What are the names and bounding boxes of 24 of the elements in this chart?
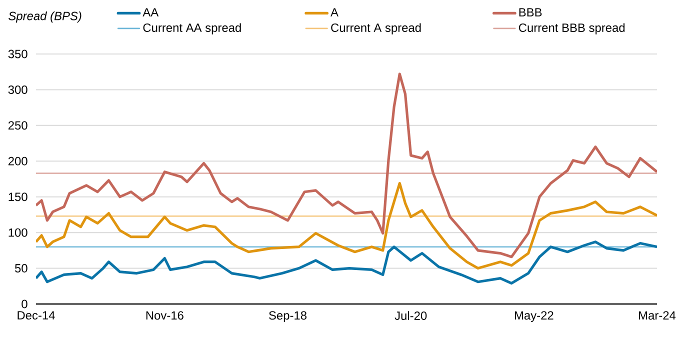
x-tick-label: Mar-24	[639, 311, 676, 320]
y-axis-title: Spread (BPS)	[8, 11, 82, 23]
y-tick-label: 300	[8, 85, 28, 94]
y-tick-label: 350	[8, 50, 28, 58]
line-series	[36, 240, 658, 285]
legend-label: AA	[142, 8, 159, 16]
legend-label: Current AA spread	[143, 23, 241, 34]
line-series	[36, 182, 658, 270]
y-tick-label: 250	[8, 121, 28, 130]
legend-label: Current BBB spread	[518, 23, 625, 34]
legend-label: BBB	[519, 8, 542, 16]
x-tick-label: Dec-14	[18, 311, 55, 320]
legend-label: A	[330, 8, 338, 16]
x-tick-label: Sep-18	[269, 311, 307, 322]
x-tick-label: Nov-16	[146, 311, 184, 320]
y-tick-label: 150	[8, 192, 28, 202]
y-tick-label: 200	[8, 156, 28, 166]
y-tick-label: 100	[8, 228, 28, 237]
x-tick-label: May-22	[514, 311, 554, 322]
y-tick-label: 0	[22, 300, 28, 308]
legend-label: Current A spread	[331, 23, 421, 34]
line-series	[36, 72, 658, 258]
y-tick-label: 50	[15, 264, 28, 273]
x-tick-label: Jul-20	[394, 311, 427, 320]
